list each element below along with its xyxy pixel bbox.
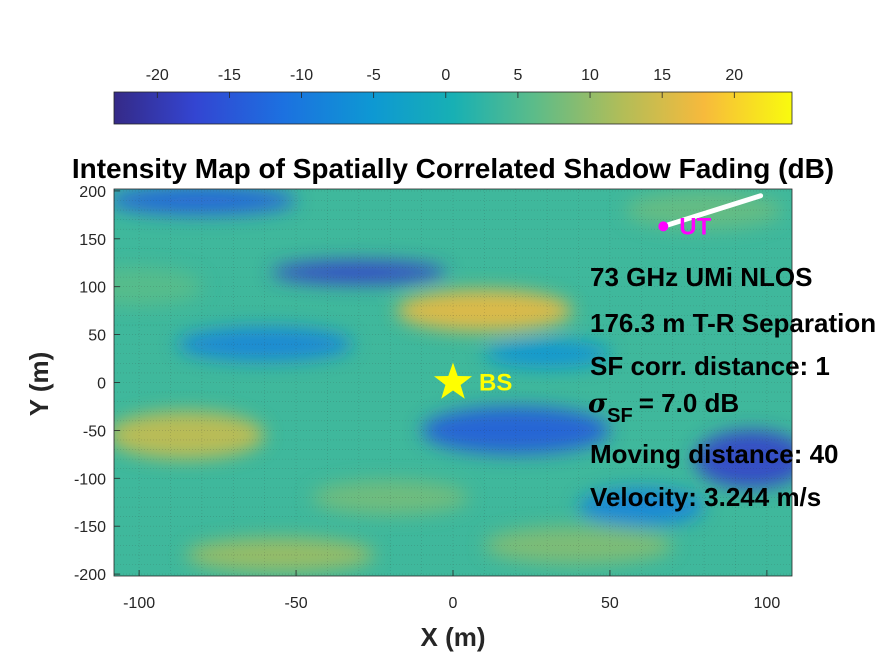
y-tick-label: -150 xyxy=(74,519,106,536)
x-tick-label: -50 xyxy=(284,595,307,612)
sigma-symbol: σ xyxy=(588,389,608,419)
annotation-sigma: σSF = 7.0 dB xyxy=(588,388,739,427)
field-blob xyxy=(270,260,447,284)
annotation-frequency: 73 GHz UMi NLOS xyxy=(590,262,812,292)
field-blob xyxy=(396,289,573,332)
colorbar-tick-label: -15 xyxy=(218,67,241,84)
x-axis-label: X (m) xyxy=(421,622,486,652)
colorbar-ticks: -20 -15 -10 -5 0 5 10 15 20 xyxy=(146,67,743,98)
colorbar-tick-label: 5 xyxy=(513,67,522,84)
colorbar-tick-label: 10 xyxy=(581,67,599,84)
field-blob xyxy=(114,189,297,215)
axis-ticks: -100 -50 0 50 100 200 150 100 50 0 -50 -100 -150 -200 xyxy=(74,184,780,612)
field-blob xyxy=(311,480,469,515)
bs-star-marker xyxy=(434,362,472,399)
x-tick-label: -100 xyxy=(123,595,155,612)
field-blob xyxy=(421,406,610,455)
y-axis-label: Y (m) xyxy=(24,352,54,417)
annotation-velocity: Velocity: 3.244 m/s xyxy=(590,482,821,512)
ut-dot-marker xyxy=(658,221,669,232)
bs-label: BS xyxy=(479,370,512,397)
colorbar-tick-label: 15 xyxy=(653,67,671,84)
annotation-moving-distance: Moving distance: 40 xyxy=(590,439,839,469)
y-tick-label: 200 xyxy=(79,184,106,201)
colorbar: -20 -15 -10 -5 0 5 10 15 20 xyxy=(113,67,793,125)
y-tick-label: 100 xyxy=(79,280,106,297)
y-tick-label: 150 xyxy=(79,232,106,249)
y-tick-label: 0 xyxy=(97,376,106,393)
ut-label: UT xyxy=(679,213,711,240)
plot-area: -100 -50 0 50 100 200 150 100 50 0 -50 -100 -150 -200 xyxy=(74,184,793,612)
y-tick-label: -200 xyxy=(74,567,106,584)
annotation-separation: 176.3 m T-R Separation xyxy=(590,308,875,338)
chart-title: Intensity Map of Spatially Correlated Sh… xyxy=(72,153,834,184)
x-tick-label: 0 xyxy=(449,595,458,612)
field-blob xyxy=(578,487,705,527)
x-tick-label: 50 xyxy=(601,595,619,612)
field-blob xyxy=(484,526,673,565)
field-blob xyxy=(176,326,353,362)
colorbar-tick-label: 20 xyxy=(725,67,743,84)
field-blob xyxy=(484,339,610,369)
colorbar-tick-label: -20 xyxy=(146,67,169,84)
field-blob xyxy=(114,411,265,460)
sigma-value: = 7.0 dB xyxy=(639,388,739,418)
sigma-subscript: SF xyxy=(607,405,633,427)
shadow-fading-field xyxy=(114,189,792,573)
y-tick-label: -50 xyxy=(83,423,106,440)
colorbar-gradient xyxy=(113,91,793,125)
colorbar-tick-label: 0 xyxy=(441,67,450,84)
colorbar-tick-label: -5 xyxy=(367,67,381,84)
x-tick-label: 100 xyxy=(754,595,781,612)
annotation-corr-distance: SF corr. distance: 1 xyxy=(590,351,830,381)
annotations: 73 GHz UMi NLOS 176.3 m T-R Separation S… xyxy=(588,262,875,512)
field-blob xyxy=(694,430,792,488)
colorbar-tick-label: -10 xyxy=(290,67,313,84)
field-blob xyxy=(114,267,202,306)
y-tick-label: 50 xyxy=(88,328,106,345)
y-tick-label: -100 xyxy=(74,471,106,488)
ut-trajectory xyxy=(660,193,764,229)
field-blob xyxy=(186,537,375,573)
